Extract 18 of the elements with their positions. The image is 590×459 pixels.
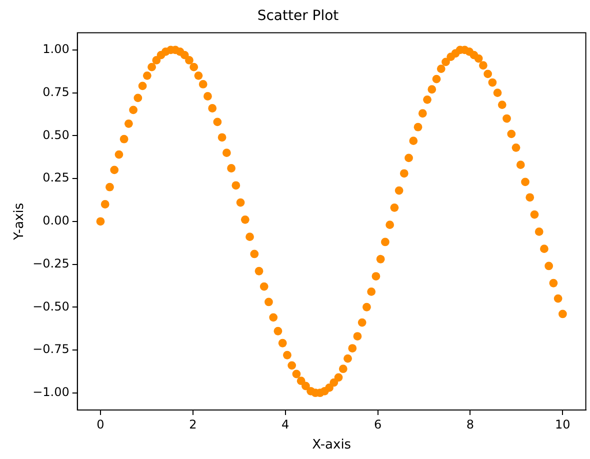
y-tick-label: −0.25 [32, 256, 70, 270]
y-tick-label: 0.25 [42, 170, 70, 185]
x-tick-label: 2 [189, 417, 197, 432]
x-tick-label: 8 [466, 417, 474, 432]
y-tick-label: 0.00 [42, 214, 70, 228]
y-tick-label: 1.00 [42, 42, 70, 56]
y-tick-label: 0.50 [42, 128, 70, 142]
x-axis-title: X-axis [312, 438, 352, 453]
y-tick-label: −0.75 [32, 342, 70, 356]
y-tick-label: −0.50 [32, 299, 70, 314]
chart-title: Scatter Plot [257, 8, 340, 24]
y-axis-title: Y-axis [12, 202, 28, 241]
x-tick-label: 0 [96, 417, 104, 432]
x-tick-label: 10 [555, 417, 570, 432]
x-tick-label: 4 [282, 417, 290, 432]
y-tick-label: −1.00 [32, 384, 70, 399]
x-tick-label: 6 [374, 417, 382, 432]
y-tick-label: 0.75 [42, 84, 70, 99]
